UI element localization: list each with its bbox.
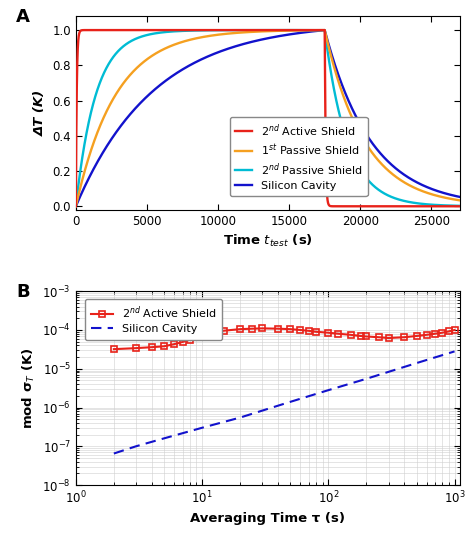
2$^{nd}$ Active Shield — [336, 330, 341, 337]
Silicon Cavity — [305, 29, 311, 35]
2$^{nd}$ Active Shield — [180, 339, 185, 345]
Silicon Cavity — [161, 435, 167, 441]
2$^{nd}$ Active Shield — [133, 345, 139, 351]
2$^{nd}$ Active Shield — [199, 332, 205, 338]
2$^{nd}$ Passive Shield — [255, 27, 260, 33]
Line: Silicon Cavity: Silicon Cavity — [114, 351, 455, 454]
2$^{nd}$ Passive Shield — [305, 27, 311, 33]
2$^{nd}$ Active Shield — [414, 333, 419, 339]
2$^{nd}$ Active Shield — [169, 27, 174, 33]
Legend: 2$^{nd}$ Active Shield, 1$^{st}$ Passive Shield, 2$^{nd}$ Passive Shield, Silico: 2$^{nd}$ Active Shield, 1$^{st}$ Passive… — [229, 117, 367, 197]
2$^{nd}$ Active Shield — [111, 346, 117, 352]
Silicon Cavity — [133, 443, 139, 449]
2$^{nd}$ Active Shield — [452, 327, 457, 333]
2$^{nd}$ Active Shield — [348, 332, 354, 338]
2$^{nd}$ Active Shield — [358, 333, 364, 339]
2$^{nd}$ Active Shield — [287, 326, 293, 333]
Line: Silicon Cavity: Silicon Cavity — [76, 30, 460, 206]
2$^{nd}$ Active Shield — [424, 332, 429, 338]
Silicon Cavity — [111, 450, 117, 457]
Silicon Cavity — [364, 376, 369, 382]
1$^{st}$ Passive Shield — [319, 27, 325, 33]
1$^{st}$ Passive Shield — [305, 27, 311, 34]
X-axis label: Time $t_{test}$ (s): Time $t_{test}$ (s) — [223, 233, 313, 249]
Text: A: A — [16, 8, 30, 26]
Silicon Cavity — [287, 399, 293, 405]
2$^{nd}$ Active Shield — [237, 326, 243, 333]
1$^{st}$ Passive Shield — [432, 192, 438, 198]
Silicon Cavity — [452, 348, 457, 354]
Legend: 2$^{nd}$ Active Shield, Silicon Cavity: 2$^{nd}$ Active Shield, Silicon Cavity — [85, 298, 222, 340]
2$^{nd}$ Active Shield — [171, 341, 177, 348]
2$^{nd}$ Passive Shield — [432, 201, 438, 208]
1$^{st}$ Passive Shield — [169, 43, 174, 49]
2$^{nd}$ Active Shield — [255, 27, 260, 33]
2$^{nd}$ Passive Shield — [348, 147, 354, 154]
Silicon Cavity — [199, 425, 205, 431]
1$^{st}$ Passive Shield — [348, 111, 354, 118]
2$^{nd}$ Active Shield — [326, 329, 331, 336]
2$^{nd}$ Active Shield — [313, 328, 319, 335]
Y-axis label: mod σ$_T$ (K): mod σ$_T$ (K) — [20, 348, 36, 429]
2$^{nd}$ Passive Shield — [457, 203, 463, 209]
2$^{nd}$ Active Shield — [298, 327, 303, 333]
2$^{nd}$ Active Shield — [105, 27, 110, 33]
Line: 2$^{nd}$ Passive Shield: 2$^{nd}$ Passive Shield — [76, 30, 460, 206]
1$^{st}$ Passive Shield — [73, 203, 79, 209]
Silicon Cavity — [414, 360, 419, 366]
2$^{nd}$ Active Shield — [376, 334, 382, 341]
2$^{nd}$ Passive Shield — [319, 27, 325, 33]
2$^{nd}$ Passive Shield — [73, 203, 79, 209]
2$^{nd}$ Active Shield — [401, 334, 407, 341]
2$^{nd}$ Active Shield — [432, 203, 438, 209]
X-axis label: Averaging Time τ (s): Averaging Time τ (s) — [190, 512, 346, 525]
2$^{nd}$ Active Shield — [149, 344, 155, 350]
2$^{nd}$ Active Shield — [446, 328, 452, 335]
2$^{nd}$ Passive Shield — [169, 28, 174, 35]
2$^{nd}$ Active Shield — [249, 326, 255, 332]
Silicon Cavity — [326, 387, 331, 393]
2$^{nd}$ Passive Shield — [322, 27, 328, 33]
2$^{nd}$ Active Shield — [439, 329, 445, 336]
Silicon Cavity — [319, 27, 325, 34]
Text: B: B — [16, 284, 30, 302]
2$^{nd}$ Active Shield — [187, 336, 193, 343]
1$^{st}$ Passive Shield — [457, 197, 463, 204]
1$^{st}$ Passive Shield — [255, 28, 260, 35]
2$^{nd}$ Active Shield — [161, 343, 167, 350]
Silicon Cavity — [169, 74, 174, 80]
2$^{nd}$ Active Shield — [73, 203, 79, 209]
Line: 1$^{st}$ Passive Shield: 1$^{st}$ Passive Shield — [76, 30, 460, 206]
2$^{nd}$ Active Shield — [386, 335, 392, 341]
2$^{nd}$ Active Shield — [364, 333, 369, 340]
2$^{nd}$ Active Shield — [319, 27, 325, 33]
Silicon Cavity — [348, 102, 354, 109]
2$^{nd}$ Active Shield — [209, 329, 215, 336]
2$^{nd}$ Active Shield — [305, 27, 311, 33]
2$^{nd}$ Active Shield — [275, 326, 281, 332]
Line: 2$^{nd}$ Active Shield: 2$^{nd}$ Active Shield — [111, 325, 458, 352]
Line: 2$^{nd}$ Active Shield: 2$^{nd}$ Active Shield — [76, 30, 460, 206]
Silicon Cavity — [255, 37, 260, 44]
1$^{st}$ Passive Shield — [322, 27, 328, 33]
2$^{nd}$ Active Shield — [348, 203, 354, 209]
Silicon Cavity — [322, 27, 328, 33]
Silicon Cavity — [432, 187, 438, 193]
Silicon Cavity — [237, 414, 243, 421]
Y-axis label: ΔΤ (K): ΔΤ (K) — [34, 90, 47, 136]
2$^{nd}$ Active Shield — [221, 327, 227, 334]
Silicon Cavity — [73, 203, 79, 209]
2$^{nd}$ Active Shield — [432, 330, 438, 337]
2$^{nd}$ Active Shield — [306, 328, 311, 334]
2$^{nd}$ Active Shield — [259, 325, 265, 332]
Silicon Cavity — [457, 193, 463, 200]
2$^{nd}$ Active Shield — [457, 203, 463, 209]
